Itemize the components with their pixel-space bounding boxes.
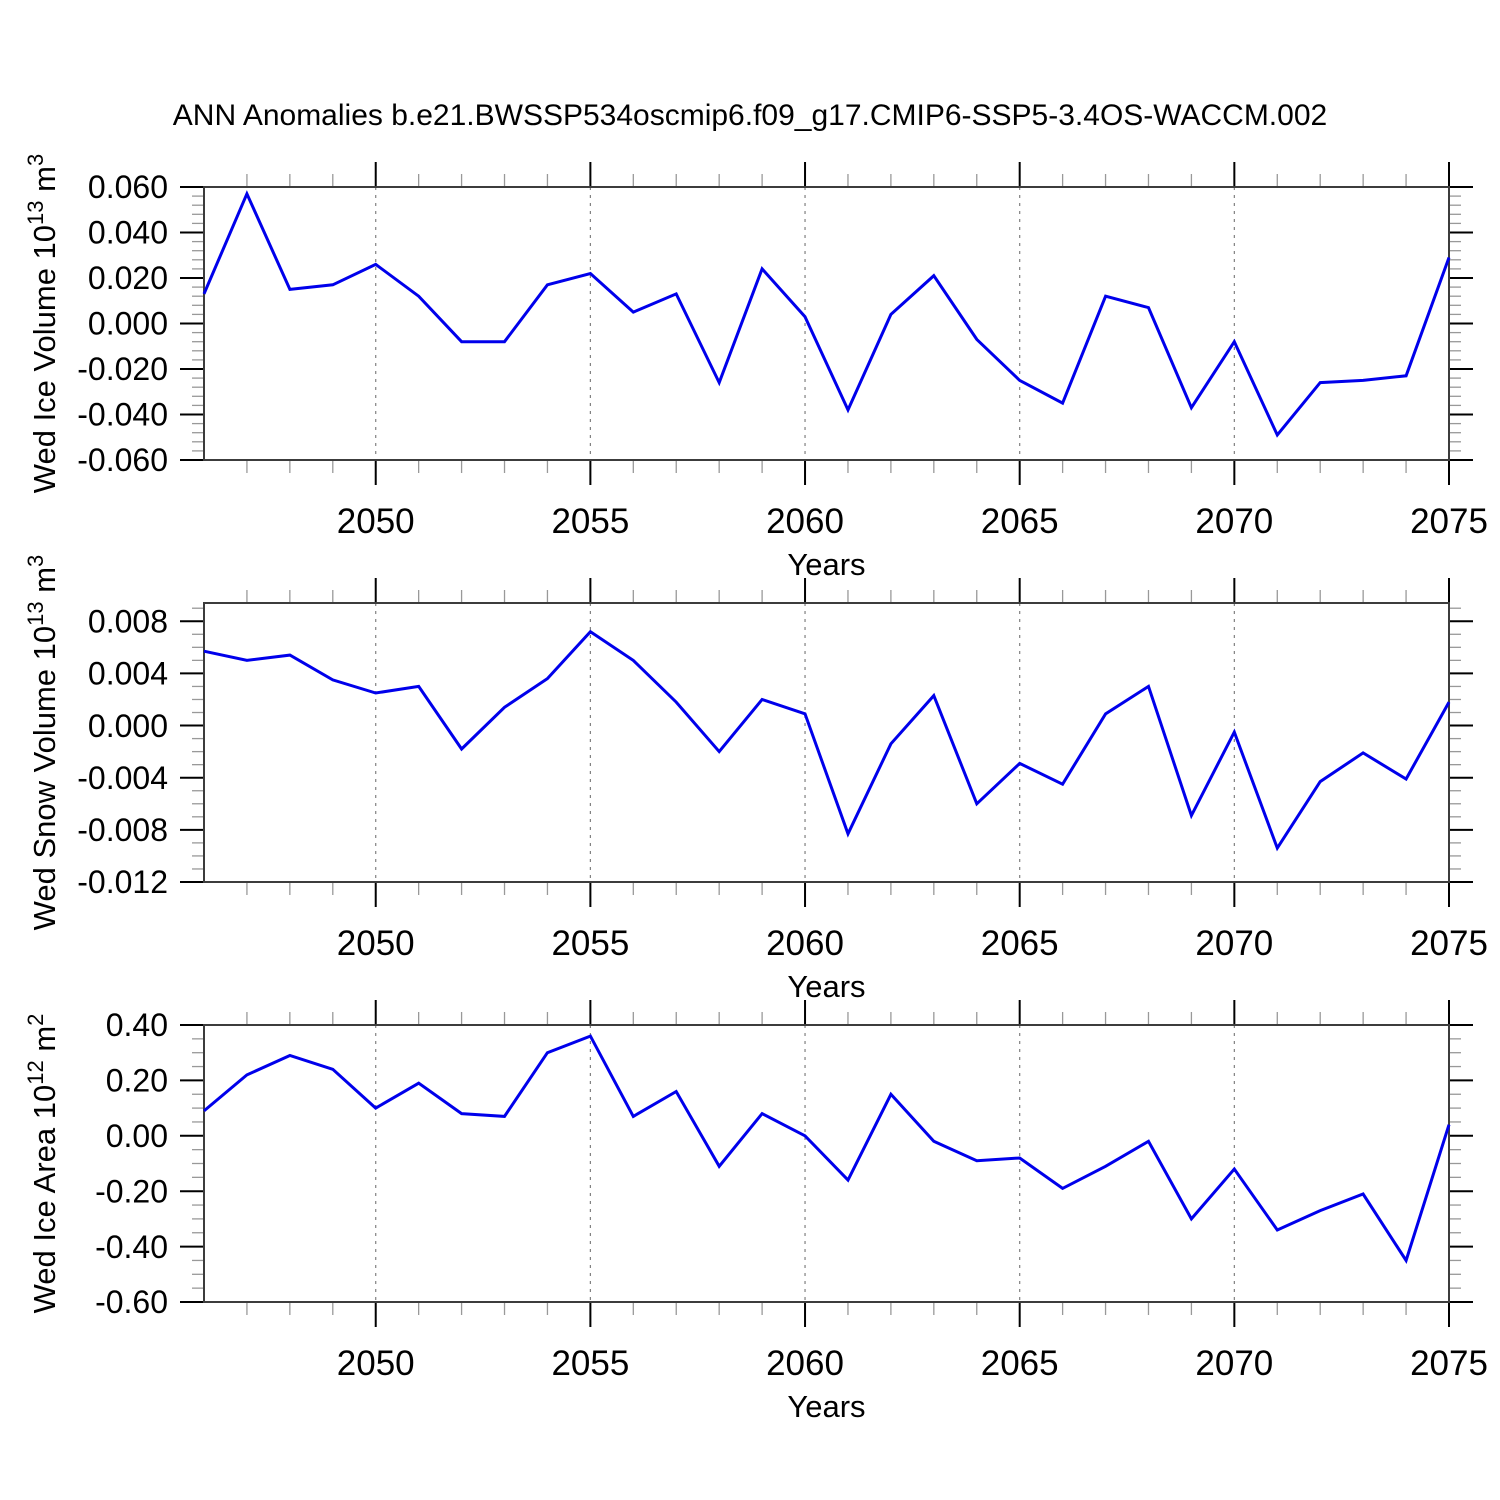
x-tick-label: 2070 xyxy=(1195,502,1273,541)
x-tick-label: 2065 xyxy=(981,502,1059,541)
y-tick-label: 0.00 xyxy=(106,1118,168,1154)
x-tick-label: 2060 xyxy=(766,502,844,541)
x-tick-label: 2050 xyxy=(337,1344,415,1383)
x-axis-title: Years xyxy=(787,1389,865,1424)
x-tick-label: 2075 xyxy=(1410,1344,1488,1383)
x-tick-label: 2060 xyxy=(766,924,844,963)
y-tick-label: 0.000 xyxy=(88,708,168,744)
x-axis-title: Years xyxy=(787,969,865,1004)
y-tick-label: 0.004 xyxy=(88,656,168,692)
y-tick-label: 0.060 xyxy=(88,169,168,205)
x-tick-label: 2055 xyxy=(551,1344,629,1383)
plot-frame xyxy=(203,602,1450,883)
x-axis-title: Years xyxy=(787,547,865,582)
panel-wed-ice-volume: 0.060 0.040 0.020 0.000 -0.020 -0.040 -0.060 20… xyxy=(23,154,1488,582)
x-tick-label: 2060 xyxy=(766,1344,844,1383)
plot-frame xyxy=(203,1024,1450,1303)
x-tick-label: 2050 xyxy=(337,502,415,541)
y-axis-title: Wed Ice Area 1012 m2 xyxy=(23,1014,62,1314)
y-tick-label: 0.008 xyxy=(88,603,168,639)
plot-title: ANN Anomalies b.e21.BWSSP534oscmip6.f09_… xyxy=(172,99,1328,132)
y-tick-label: -0.060 xyxy=(77,442,168,478)
x-tick-label: 2065 xyxy=(981,1344,1059,1383)
y-tick-label: -0.20 xyxy=(95,1173,168,1209)
series-line-wed-ice-area xyxy=(203,1034,1451,1264)
series-line-wed-ice-volume xyxy=(202,190,1451,438)
plot-frame xyxy=(203,186,1450,461)
series-line-wed-snow-volume xyxy=(203,629,1451,852)
x-tick-label: 2055 xyxy=(551,502,629,541)
y-tick-label: -0.008 xyxy=(77,812,168,848)
y-tick-label: -0.60 xyxy=(95,1284,168,1320)
panel-wed-snow-volume: 0.008 0.004 0.000 -0.004 -0.008 -0.012 2050 205… xyxy=(23,555,1488,1004)
y-tick-label: 0.20 xyxy=(106,1063,168,1099)
x-tick-label: 2075 xyxy=(1410,924,1488,963)
x-tick-label: 2050 xyxy=(337,924,415,963)
x-tick-label: 2055 xyxy=(551,924,629,963)
x-tick-label: 2070 xyxy=(1195,1344,1273,1383)
y-tick-label: -0.004 xyxy=(77,760,168,796)
y-tick-label: -0.040 xyxy=(77,397,168,433)
x-tick-label: 2070 xyxy=(1195,924,1273,963)
y-tick-label: 0.000 xyxy=(88,306,168,342)
y-axis-title: Wed Snow Volume 1013 m3 xyxy=(23,555,62,931)
y-tick-label: -0.020 xyxy=(77,351,168,387)
panel-wed-ice-area: 0.40 0.20 0.00 -0.20 -0.40 -0.60 2050 2055 2060 2… xyxy=(23,1000,1488,1424)
y-tick-label: 0.020 xyxy=(88,260,168,296)
y-tick-label: -0.40 xyxy=(95,1229,168,1265)
x-tick-label: 2075 xyxy=(1410,502,1488,541)
y-axis-title: Wed Ice Volume 1013 m3 xyxy=(23,154,62,493)
x-tick-label: 2065 xyxy=(981,924,1059,963)
y-tick-label: -0.012 xyxy=(77,864,168,900)
y-tick-label: 0.040 xyxy=(88,215,168,251)
y-tick-label: 0.40 xyxy=(106,1007,168,1043)
